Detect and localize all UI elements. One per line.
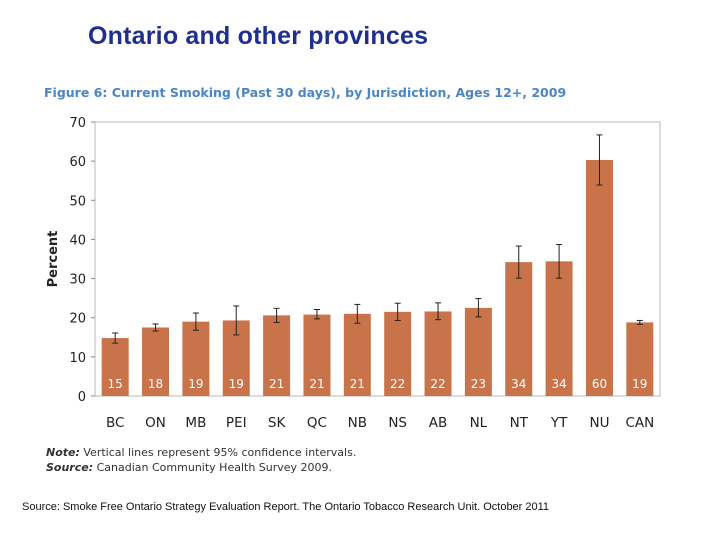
bar [263,315,291,396]
bar [101,338,129,396]
data-label: 23 [471,377,486,391]
data-label: 21 [269,377,284,391]
data-label: 18 [148,377,163,391]
bar [626,322,654,396]
y-tick-label: 30 [69,273,86,288]
data-label: 19 [229,377,244,391]
x-tick-label: NL [470,415,488,431]
x-tick-label: NT [510,415,529,431]
bar [424,311,452,396]
figure-source-text: Canadian Community Health Survey 2009. [96,461,333,474]
y-tick-label: 10 [69,351,86,366]
y-axis-label: Percent [46,231,61,288]
data-label: 19 [632,377,647,391]
note-line: Note: Vertical lines represent 95% confi… [46,445,356,460]
data-label: 22 [390,377,405,391]
x-tick-label: CAN [625,415,654,431]
y-tick-label: 40 [69,233,86,248]
bar [303,314,331,396]
y-tick-label: 50 [69,194,86,209]
bar [182,321,210,396]
x-tick-label: PEI [226,415,247,431]
data-label: 21 [309,377,324,391]
x-tick-label: YT [550,415,568,431]
x-tick-label: MB [185,415,206,431]
bar [142,327,170,396]
slide-title: Ontario and other provinces [88,22,429,50]
source-label: Source: [46,461,94,474]
bar [384,311,412,396]
x-tick-label: ON [145,415,166,431]
source-line: Source: Canadian Community Health Survey… [46,460,356,475]
y-tick-label: 20 [69,312,86,327]
y-tick-label: 60 [69,155,86,170]
data-label: 60 [592,377,607,391]
data-label: 34 [511,377,526,391]
figure-title: Figure 6: Current Smoking (Past 30 days)… [44,85,567,100]
data-label: 15 [108,377,123,391]
bar [545,261,573,396]
x-tick-label: NS [388,415,407,431]
x-tick-label: QC [307,415,327,431]
x-tick-label: AB [429,415,448,431]
x-tick-label: SK [268,415,287,431]
data-label: 21 [350,377,365,391]
y-tick-label: 0 [78,390,86,405]
bar [585,159,613,396]
bar [343,313,371,396]
x-tick-label: BC [106,415,124,431]
data-label: 19 [188,377,203,391]
x-tick-label: NU [589,415,609,431]
note-text: Vertical lines represent 95% confidence … [83,446,357,459]
figure-notes: Note: Vertical lines represent 95% confi… [46,445,356,475]
bar [505,262,533,396]
bar [464,307,492,396]
y-tick-label: 70 [69,116,86,131]
data-label: 22 [430,377,445,391]
data-label: 34 [551,377,566,391]
slide-source: Source: Smoke Free Ontario Strategy Eval… [22,501,550,513]
plot-frame [94,121,661,397]
x-tick-label: NB [348,415,367,431]
note-label: Note: [46,446,80,459]
